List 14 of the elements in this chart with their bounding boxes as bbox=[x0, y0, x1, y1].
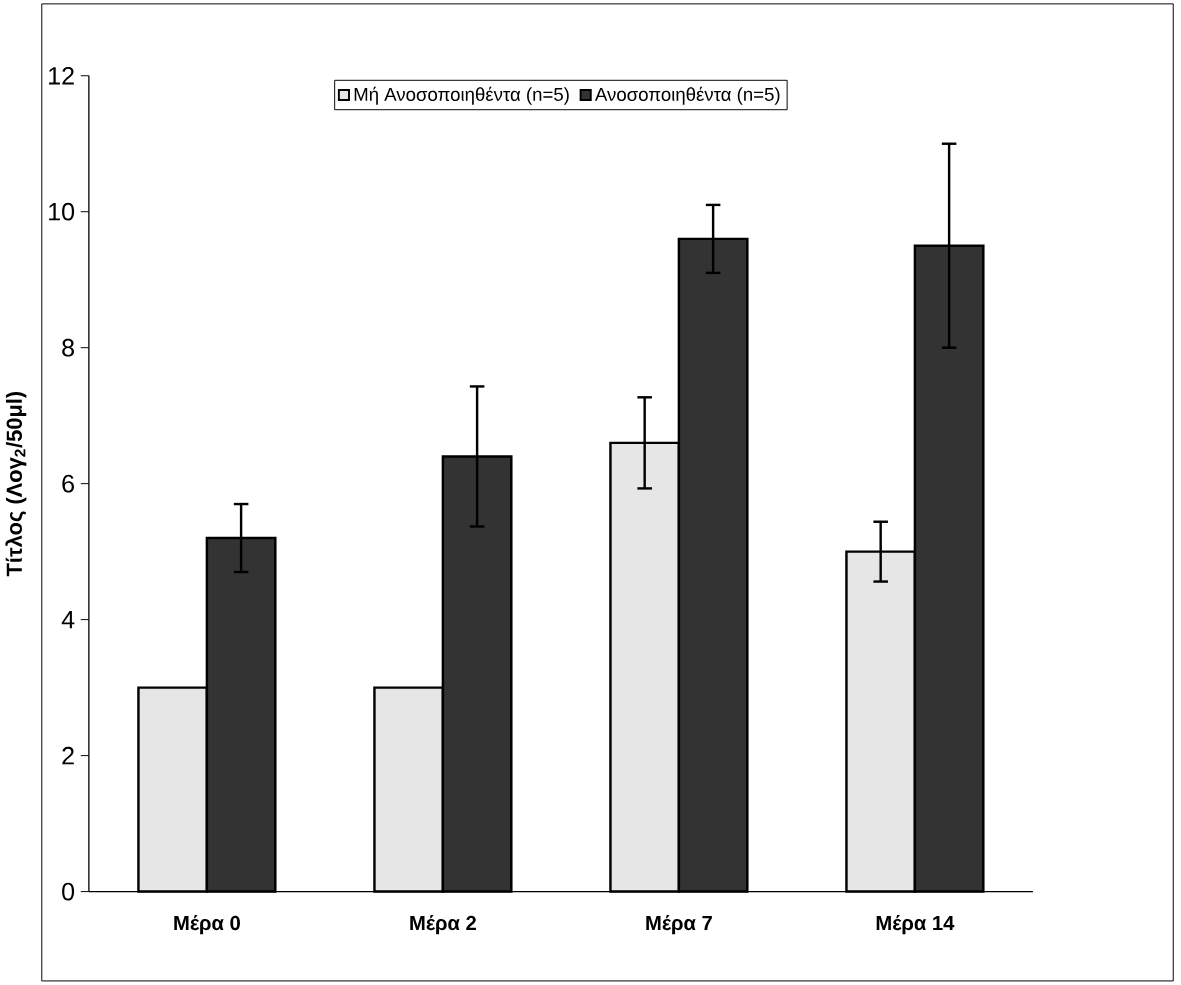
y-tick-label: 12 bbox=[49, 67, 74, 85]
legend-label: Ανοσοποιηθέντα (n=5) bbox=[594, 86, 780, 105]
y-tick-label: 4 bbox=[61, 611, 75, 629]
x-tick-label: Μέρα 7 bbox=[646, 915, 712, 935]
x-tick-label: Μέρα 0 bbox=[174, 915, 240, 935]
x-tick-label: Μέρα 14 bbox=[876, 915, 955, 935]
y-tick-label: 2 bbox=[62, 746, 74, 765]
y-axis-title: Τίτλος (Λογ$_{2}$/50μl) bbox=[5, 392, 27, 577]
y-tick-label: 10 bbox=[49, 202, 75, 221]
y-tick-label: 0 bbox=[62, 882, 75, 901]
legend-label: Μή Ανοσοποιηθέντα (n=5) bbox=[354, 86, 569, 105]
y-tick-label: 6 bbox=[62, 474, 74, 493]
y-tick-label: 8 bbox=[62, 338, 74, 357]
x-tick-label: Μέρα 2 bbox=[410, 915, 476, 935]
